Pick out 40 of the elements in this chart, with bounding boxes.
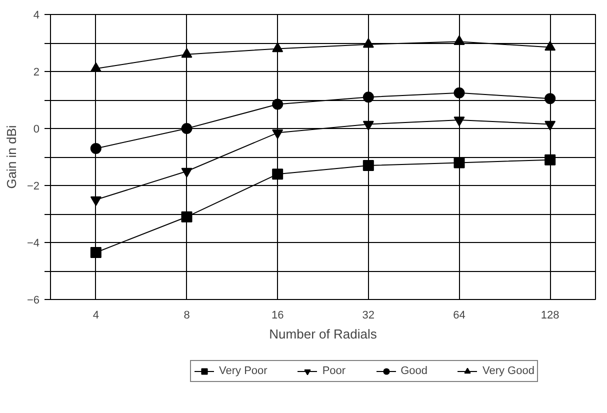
- x-axis-title: Number of Radials: [269, 326, 378, 342]
- point: [544, 120, 556, 130]
- y-axis-title: Gain in dBi: [4, 125, 19, 189]
- y-tick-label: 0: [33, 124, 40, 136]
- legend-label: Good: [400, 364, 428, 378]
- point: [454, 35, 465, 45]
- y-tick-label: −6: [26, 294, 40, 306]
- x-tick-label: 8: [184, 310, 190, 322]
- point: [181, 48, 192, 58]
- point: [181, 123, 192, 134]
- point: [544, 93, 556, 104]
- legend-label: Poor: [322, 364, 346, 378]
- point: [454, 157, 465, 168]
- point: [544, 154, 556, 166]
- point: [90, 142, 102, 154]
- x-tick-label: 64: [453, 310, 466, 322]
- point: [272, 129, 284, 140]
- point: [362, 38, 374, 48]
- point: [272, 98, 284, 110]
- y-tick-label: −4: [26, 238, 40, 250]
- point: [90, 62, 102, 72]
- point: [544, 41, 556, 51]
- point: [272, 42, 284, 52]
- legend-label: Very Poor: [219, 364, 268, 378]
- point: [90, 196, 102, 206]
- x-tick-label: 16: [271, 310, 284, 322]
- x-tick-label: 128: [540, 310, 560, 322]
- x-tick-label: 32: [362, 310, 375, 322]
- y-tick-label: −2: [26, 180, 40, 192]
- point: [362, 160, 374, 172]
- point: [272, 168, 284, 180]
- legend-label: Very Good: [482, 364, 534, 378]
- x-tick-label: 4: [92, 310, 99, 322]
- point: [454, 87, 465, 98]
- point: [362, 120, 374, 130]
- y-tick-label: 2: [33, 66, 40, 78]
- point: [181, 211, 192, 222]
- point: [362, 92, 374, 103]
- point: [181, 168, 192, 178]
- y-tick-label: 4: [33, 10, 40, 22]
